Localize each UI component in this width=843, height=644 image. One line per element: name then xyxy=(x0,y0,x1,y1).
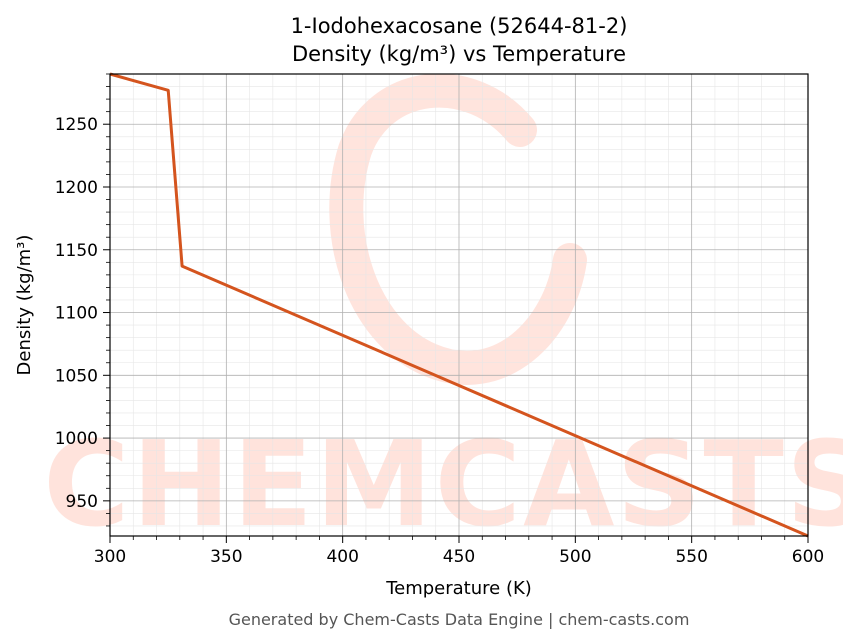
y-tick-label: 1000 xyxy=(55,429,98,449)
y-tick-label: 950 xyxy=(66,492,98,512)
y-tick-label: 1250 xyxy=(55,115,98,135)
chart-title: 1-Iodohexacosane (52644-81-2) xyxy=(291,14,628,38)
y-tick-label: 1150 xyxy=(55,241,98,261)
x-tick-label: 350 xyxy=(210,547,242,567)
y-axis-label: Density (kg/m³) xyxy=(14,235,35,376)
y-tick-label: 1200 xyxy=(55,178,98,198)
x-tick-label: 300 xyxy=(94,547,126,567)
density-series-line xyxy=(109,72,809,538)
x-tick-label: 400 xyxy=(326,547,358,567)
x-tick-label: 550 xyxy=(675,547,707,567)
chemcasts-watermark: CHEMCASTS xyxy=(43,73,843,553)
x-axis-label: Temperature (K) xyxy=(385,578,532,599)
watermark-text: CHEMCASTS xyxy=(43,415,843,553)
series-layer xyxy=(109,72,809,538)
x-axis-ticks: 300 350 400 450 500 550 600 xyxy=(94,536,824,567)
y-tick-label: 1100 xyxy=(55,304,98,324)
footer-credit: Generated by Chem-Casts Data Engine | ch… xyxy=(229,610,690,629)
x-tick-label: 450 xyxy=(443,547,475,567)
x-tick-label: 600 xyxy=(792,547,824,567)
chart-subtitle: Density (kg/m³) vs Temperature xyxy=(292,42,626,66)
y-axis-ticks: 950 1000 1050 1100 1150 1200 1250 xyxy=(55,73,110,527)
y-tick-label: 1050 xyxy=(55,366,98,386)
x-tick-label: 500 xyxy=(559,547,591,567)
